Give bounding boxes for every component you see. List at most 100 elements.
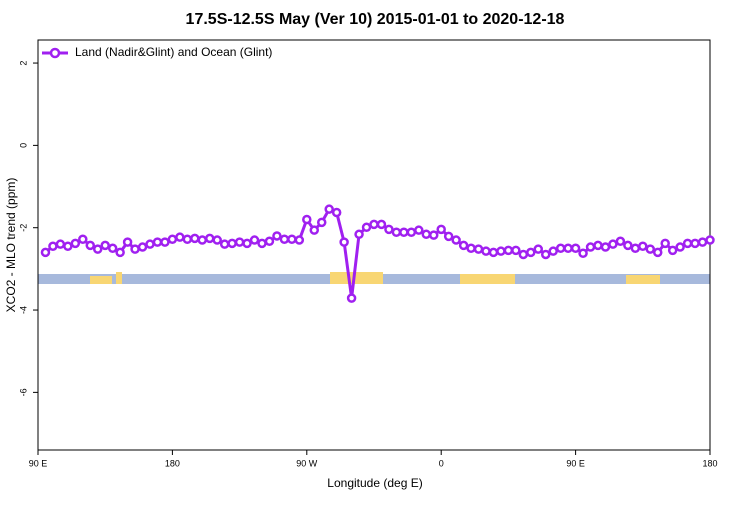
point [182,234,193,244]
point [190,233,200,244]
point [667,245,678,256]
point [70,238,81,249]
x-tick-label: 90 W [296,458,318,468]
point [242,238,252,249]
point [630,243,641,254]
point [55,239,66,249]
point [511,245,521,256]
point [548,246,558,256]
point [585,242,596,252]
y-tick-label: -2 [18,224,28,232]
point [257,238,267,249]
point [421,229,432,240]
y-tick-label: 2 [18,61,28,66]
land-strip [460,274,515,284]
point [227,238,237,249]
legend-marker [49,47,61,59]
point [466,243,476,254]
point [324,204,334,214]
point [249,235,260,245]
point [85,240,96,251]
point [481,246,491,256]
point [526,247,536,258]
point [40,247,51,258]
point [578,248,588,258]
x-tick-label: 180 [702,458,717,468]
x-tick-label: 90 E [566,458,585,468]
legend-label: Land (Nadir&Glint) and Ocean (Glint) [75,45,272,59]
point [399,227,409,237]
point [264,236,275,247]
point [287,234,297,244]
point [92,244,103,254]
point [130,244,140,254]
point [638,241,648,251]
point [593,240,603,251]
point [608,239,618,249]
point [615,236,626,247]
point [652,247,663,258]
point [234,237,245,247]
point [660,238,670,249]
point [391,227,402,237]
point [555,243,566,254]
land-ocean-strip [38,272,710,284]
x-axis-label: Longitude (deg E) [327,476,422,490]
x-tick-label: 180 [165,458,180,468]
point [204,233,215,244]
y-tick-label: 0 [18,143,28,148]
point [346,293,357,303]
point [219,239,230,249]
point [279,234,290,244]
point [697,237,708,247]
point [563,243,573,254]
y-tick-label: -4 [18,306,28,314]
x-tick-label: 0 [439,458,444,468]
point [414,225,424,235]
point [384,224,394,235]
point [115,247,125,258]
point [369,219,379,230]
point [100,240,110,251]
point [48,241,58,251]
y-axis-label: XCO2 - MLO trend (ppm) [4,178,18,313]
point [309,225,320,235]
point [406,227,417,237]
point [212,235,222,245]
point [518,249,529,260]
point [302,214,312,225]
point [316,217,327,228]
x-tick-label: 90 E [29,458,48,468]
point [682,238,693,249]
land-strip [90,276,112,284]
point [436,224,446,235]
point [145,239,155,249]
point [331,207,342,218]
point [107,243,118,254]
point [122,237,133,247]
point [63,241,73,251]
point [623,240,633,251]
point [503,245,514,256]
point [570,243,581,254]
point [443,231,454,242]
point [645,244,656,254]
point [167,234,178,244]
plot-frame [37,39,711,451]
point [488,247,499,258]
point [496,246,506,256]
point [78,234,88,244]
point [675,242,685,252]
point [272,231,282,241]
land-strip [116,272,122,284]
point [361,222,372,233]
point [458,240,469,251]
legend: Land (Nadir&Glint) and Ocean (Glint) [42,45,272,59]
point [175,232,185,242]
land-strip [626,275,660,284]
point [152,237,163,247]
point [294,235,305,245]
point [540,249,551,260]
point [376,219,387,230]
y-tick-label: -6 [18,388,28,396]
